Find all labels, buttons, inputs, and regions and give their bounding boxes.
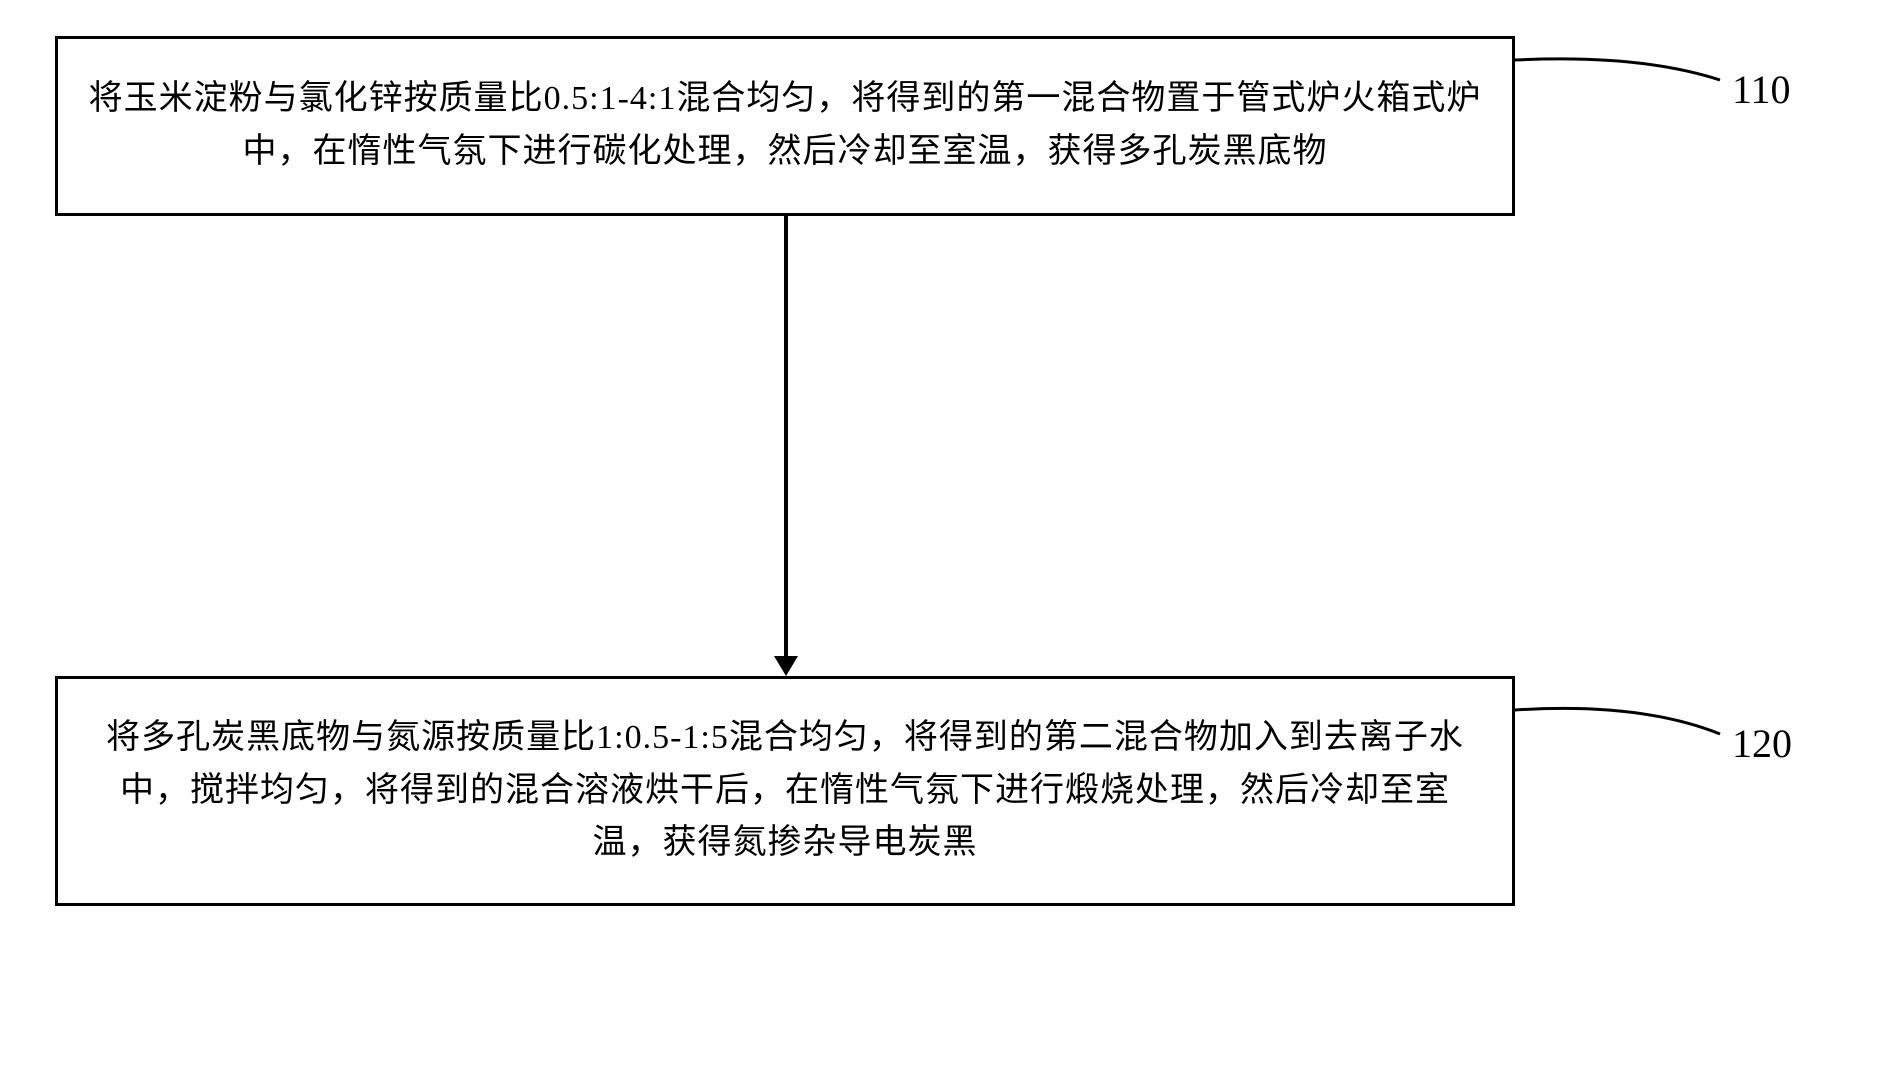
flowchart-node-step110-label: 110 <box>1732 66 1791 113</box>
flowchart-node-step110-text: 将玉米淀粉与氯化锌按质量比0.5:1-4:1混合均匀，将得到的第一混合物置于管式… <box>86 73 1484 178</box>
flowchart-node-step120-text: 将多孔炭黑底物与氮源按质量比1:0.5-1:5混合均匀，将得到的第二混合物加入到… <box>86 712 1484 870</box>
flowchart-node-step110-leader <box>1511 50 1724 84</box>
flowchart-edge-0-arrow-icon <box>774 656 798 679</box>
flowchart-node-step120: 将多孔炭黑底物与氮源按质量比1:0.5-1:5混合均匀，将得到的第二混合物加入到… <box>55 676 1515 906</box>
flowchart-edge-0-line <box>784 216 788 662</box>
flowchart-node-step120-label: 120 <box>1732 720 1792 767</box>
flowchart-node-step120-leader <box>1511 698 1724 738</box>
flowchart-node-step110: 将玉米淀粉与氯化锌按质量比0.5:1-4:1混合均匀，将得到的第一混合物置于管式… <box>55 36 1515 216</box>
